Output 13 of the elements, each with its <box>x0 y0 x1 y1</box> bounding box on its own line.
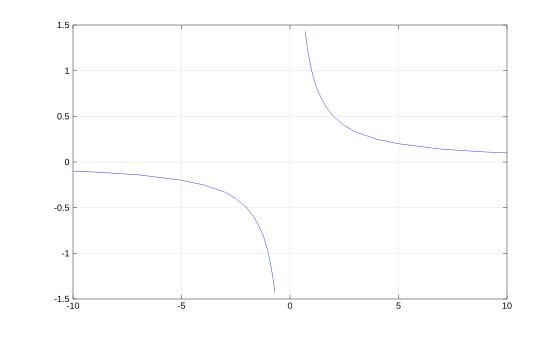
y-tick-label: 0 <box>64 158 70 166</box>
y-tick-label: -1.5 <box>54 296 70 302</box>
y-tick-label: 1 <box>65 68 70 74</box>
x-tick-label: 10 <box>502 302 512 309</box>
y-tick-label: -0.5 <box>54 204 70 211</box>
x-tick-label: 5 <box>396 302 401 309</box>
x-tick-label: -5 <box>178 302 186 309</box>
y-tick-label: 0.5 <box>57 113 70 120</box>
line-series <box>72 170 276 293</box>
x-tick-label: 0 <box>288 302 292 309</box>
x-tick-label: -10 <box>66 302 80 309</box>
y-tick-label: 1.5 <box>58 22 70 28</box>
y-tick-label: -1 <box>62 250 70 256</box>
